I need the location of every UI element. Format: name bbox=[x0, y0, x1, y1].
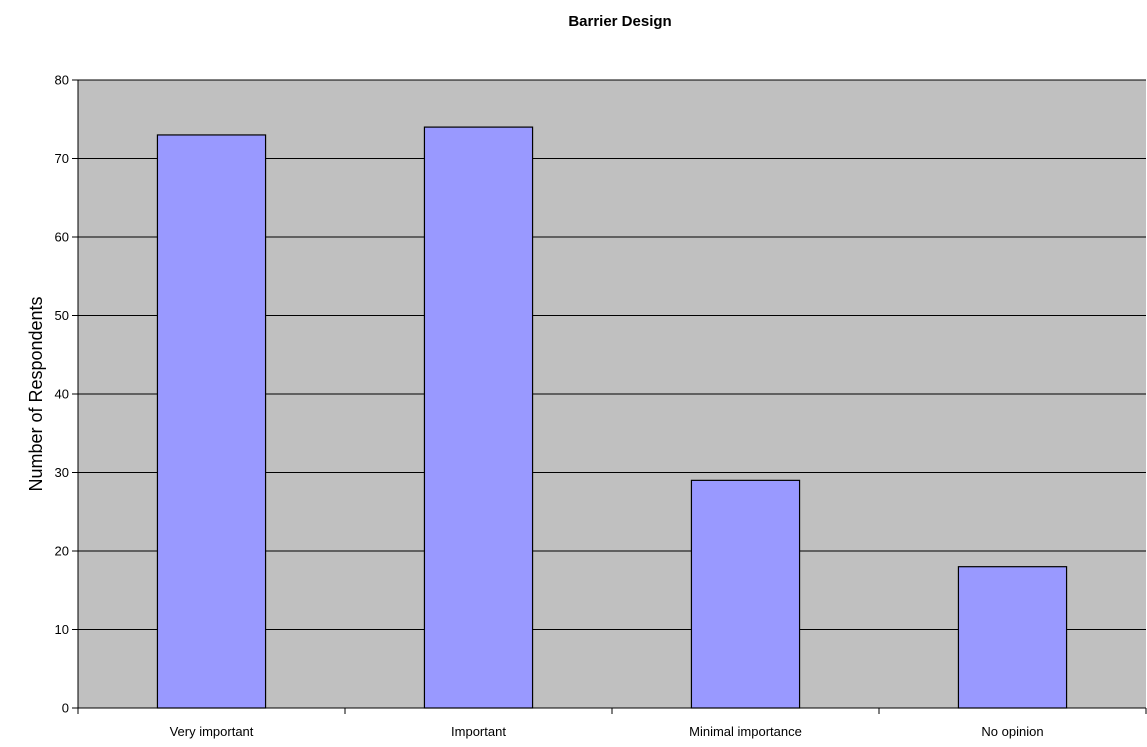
axes bbox=[72, 79, 1147, 714]
y-tick-label: 10 bbox=[55, 622, 69, 637]
bar-no-opinion bbox=[957, 566, 1068, 709]
bar-minimal-importance bbox=[690, 479, 801, 709]
y-tick-label: 30 bbox=[55, 465, 69, 480]
tick-labels: 0 10 20 30 40 50 60 70 80 Very important Important… bbox=[55, 73, 1044, 740]
y-tick-label: 40 bbox=[55, 387, 69, 402]
bar-very-important bbox=[156, 134, 267, 709]
y-tick-label: 20 bbox=[55, 544, 69, 559]
x-tick-label: No opinion bbox=[981, 724, 1043, 739]
y-tick-label: 70 bbox=[55, 151, 69, 166]
y-tick-label: 0 bbox=[62, 701, 69, 716]
y-tick-label: 80 bbox=[55, 73, 69, 88]
bars bbox=[156, 126, 1068, 709]
x-tick-label: Important bbox=[451, 724, 506, 739]
y-axis-label: Number of Respondents bbox=[26, 296, 46, 491]
x-tick-label: Very important bbox=[170, 724, 254, 739]
y-tick-label: 60 bbox=[55, 230, 69, 245]
chart-title: Barrier Design bbox=[568, 13, 671, 30]
bar-important bbox=[423, 126, 534, 709]
y-tick-label: 50 bbox=[55, 308, 69, 323]
x-tick-label: Minimal importance bbox=[689, 724, 802, 739]
